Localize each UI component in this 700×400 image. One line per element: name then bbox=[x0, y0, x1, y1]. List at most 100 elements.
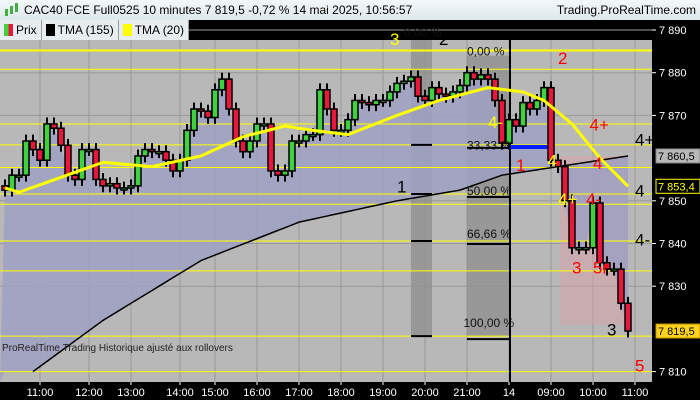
candle-body bbox=[120, 187, 128, 191]
candle-body bbox=[155, 150, 163, 155]
candle-body bbox=[43, 123, 51, 161]
candle-body bbox=[225, 78, 233, 110]
time-tick-label: 11:00 bbox=[622, 387, 649, 399]
fib-label: 66,66 % bbox=[467, 227, 511, 241]
candle-body bbox=[22, 140, 30, 176]
candle-body bbox=[113, 182, 121, 189]
candle-body bbox=[358, 99, 366, 104]
price-tick-label: 7 810 bbox=[659, 367, 687, 379]
legend-label: Prix bbox=[16, 23, 37, 37]
price-box bbox=[655, 178, 700, 194]
candle-body bbox=[8, 174, 16, 191]
candle-body bbox=[64, 144, 72, 176]
price-swatch-icon bbox=[4, 24, 13, 36]
candle-body bbox=[484, 74, 492, 80]
candle-body bbox=[211, 89, 219, 119]
wave-annotation: 4+ bbox=[590, 115, 609, 134]
candle-body bbox=[148, 148, 156, 153]
legend-prix[interactable]: Prix bbox=[0, 20, 42, 40]
candle-body bbox=[519, 101, 527, 127]
candle-body bbox=[554, 159, 562, 168]
candle-body bbox=[330, 108, 338, 132]
candle-body bbox=[407, 76, 415, 82]
candle-body bbox=[596, 202, 604, 264]
price-tick-label: 7 870 bbox=[659, 110, 687, 122]
legend-tma155[interactable]: TMA (155) bbox=[41, 20, 119, 40]
price-tick-label: 7 850 bbox=[659, 196, 687, 208]
wave-annotation: 3 bbox=[607, 320, 616, 339]
instrument-title: CAC40 FCE Full0525 10 minutes 7 819,5 -0… bbox=[24, 3, 413, 17]
legend-label: TMA (155) bbox=[57, 23, 114, 37]
candle-body bbox=[239, 140, 247, 153]
candle-body bbox=[309, 133, 317, 138]
candle-body bbox=[463, 71, 471, 87]
time-tick-label: 12:00 bbox=[75, 387, 103, 399]
time-tick-label: 19:00 bbox=[369, 387, 397, 399]
candle-body bbox=[57, 127, 65, 147]
wave-annotation: 2 bbox=[558, 49, 567, 68]
candle-body bbox=[414, 76, 422, 97]
candle-body bbox=[15, 174, 23, 178]
candle-body bbox=[281, 170, 289, 176]
candle-body bbox=[127, 185, 135, 189]
fib-label: 100,00 % bbox=[464, 316, 515, 330]
price-box-label: 7 853,4 bbox=[658, 181, 695, 193]
candle-body bbox=[50, 123, 58, 129]
legend: Prix TMA (155) TMA (20) bbox=[0, 20, 190, 40]
wave-annotation: 4- bbox=[586, 190, 601, 209]
candle-body bbox=[372, 99, 380, 106]
candle-body bbox=[589, 202, 597, 249]
price-tick-label: 7 840 bbox=[659, 239, 687, 251]
candle-body bbox=[617, 268, 625, 305]
candle-body bbox=[36, 148, 44, 161]
candle-body bbox=[547, 86, 555, 161]
legend-tma20[interactable]: TMA (20) bbox=[118, 20, 190, 40]
price-area-fill bbox=[0, 72, 628, 382]
candle-body bbox=[561, 165, 569, 202]
candle-body bbox=[575, 247, 583, 251]
time-tick-label: 13:00 bbox=[117, 387, 145, 399]
candle-body bbox=[351, 99, 359, 121]
time-tick-label: 15:00 bbox=[201, 387, 229, 399]
time-axis bbox=[0, 382, 652, 400]
candle-body bbox=[246, 140, 254, 153]
candle-body bbox=[428, 86, 436, 102]
time-tick-label: 09:00 bbox=[537, 387, 565, 399]
candle-body bbox=[477, 74, 485, 80]
candle-body bbox=[393, 82, 401, 93]
candle-body bbox=[274, 170, 282, 176]
wave-annotation: 4- bbox=[635, 231, 650, 250]
candle-body bbox=[505, 118, 513, 144]
time-tick-label: 16:00 bbox=[243, 387, 271, 399]
candle-body bbox=[421, 95, 429, 102]
candle-body bbox=[169, 159, 177, 172]
title-bar: CAC40 FCE Full0525 10 minutes 7 819,5 -0… bbox=[0, 0, 700, 20]
candle-body bbox=[624, 302, 632, 332]
candle-body bbox=[302, 133, 310, 142]
candle-body bbox=[260, 123, 268, 127]
price-tick-label: 7 880 bbox=[659, 68, 687, 80]
wave-annotation: 5 bbox=[635, 357, 644, 376]
candle-body bbox=[400, 80, 408, 85]
candle-body bbox=[610, 268, 618, 272]
time-tick-label: 14 bbox=[503, 387, 515, 399]
candle-body bbox=[218, 78, 226, 91]
candle-body bbox=[533, 99, 541, 110]
tma20-swatch-icon bbox=[122, 24, 132, 36]
candle-body bbox=[71, 174, 79, 181]
candle-body bbox=[295, 140, 303, 144]
candle-body bbox=[85, 148, 93, 153]
price-tick-label: 7 830 bbox=[659, 281, 687, 293]
candle-body bbox=[197, 108, 205, 112]
candle-body bbox=[141, 148, 149, 157]
wave-annotation: 3 bbox=[390, 30, 399, 49]
candle-body bbox=[442, 93, 450, 97]
candles-icon bbox=[5, 3, 18, 16]
candle-body bbox=[232, 108, 240, 142]
price-box-label: 7 860,5 bbox=[658, 151, 695, 163]
fib-label: 50,00 % bbox=[467, 184, 511, 198]
time-tick-label: 20:00 bbox=[411, 387, 439, 399]
footer-note: ProRealTime Trading Historique ajusté au… bbox=[2, 343, 233, 354]
wave-annotation: 1 bbox=[516, 156, 525, 175]
